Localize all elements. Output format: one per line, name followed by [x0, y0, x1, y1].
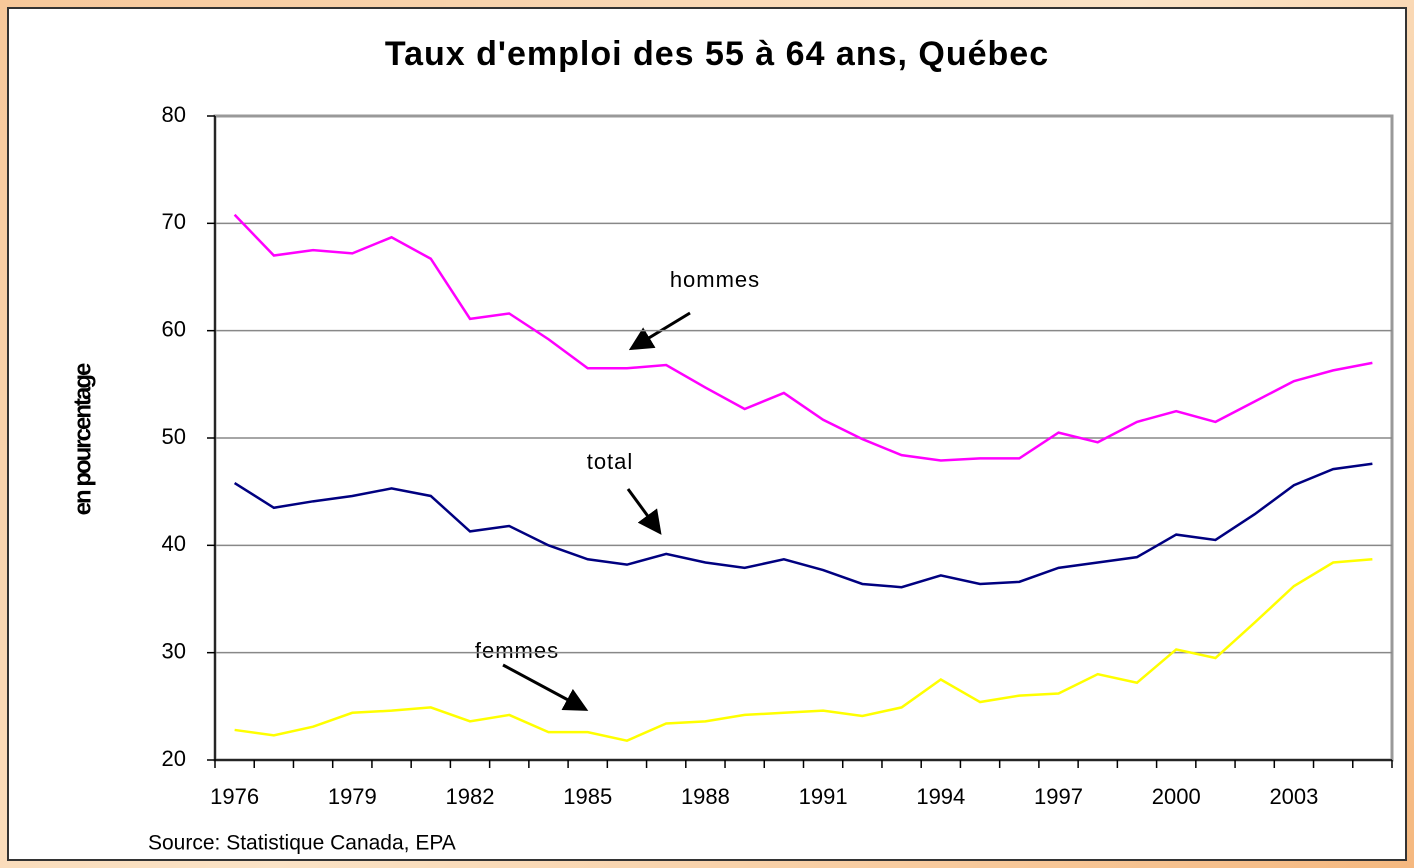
annotation: femmes — [475, 638, 559, 663]
x-tick-label: 1976 — [210, 784, 259, 809]
y-tick-label: 40 — [162, 531, 186, 556]
series-line — [234, 558, 1373, 742]
annotation: hommes — [670, 267, 760, 292]
series-line — [233, 462, 1373, 589]
x-tick-label: 1991 — [799, 784, 848, 809]
series-line — [233, 213, 1373, 462]
x-tick-label: 2003 — [1269, 784, 1318, 809]
y-tick-label: 20 — [162, 746, 186, 771]
x-tick-label: 1985 — [563, 784, 612, 809]
y-axis-label: en pourcentage — [69, 363, 96, 515]
x-tick-label: 1988 — [681, 784, 730, 809]
chart-title: Taux d'emploi des 55 à 64 ans, Québec — [385, 35, 1049, 73]
y-tick-label: 80 — [162, 102, 186, 127]
x-tick-label: 2000 — [1152, 784, 1201, 809]
x-tick-label: 1979 — [328, 784, 377, 809]
y-tick-label: 60 — [162, 316, 186, 341]
x-tick-label: 1997 — [1034, 784, 1083, 809]
y-tick-label: 30 — [162, 638, 186, 663]
x-tick-label: 1982 — [446, 784, 495, 809]
y-tick-label: 70 — [162, 209, 186, 234]
source-note: Source: Statistique Canada, EPA — [148, 832, 456, 855]
y-tick-label: 50 — [162, 424, 186, 449]
arrow — [626, 488, 662, 535]
annotation: total — [587, 449, 634, 474]
x-tick-label: 1994 — [916, 784, 965, 809]
arrow — [502, 663, 589, 711]
